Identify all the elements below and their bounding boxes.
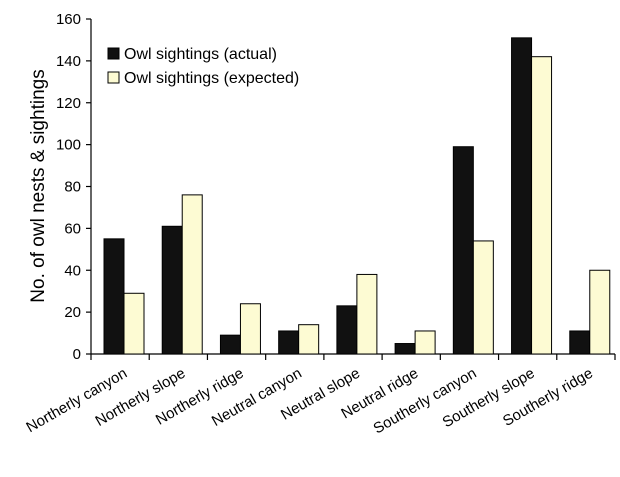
bar-expected [298, 324, 320, 355]
y-axis-title-group: No. of owl nests & sightings [28, 69, 49, 302]
y-tick-label: 120 [56, 95, 81, 112]
bar-expected [531, 56, 553, 355]
y-tick-label: 160 [56, 11, 81, 28]
legend-swatch [107, 47, 120, 60]
bar-expected [181, 194, 203, 355]
legend-label: Owl sightings (actual) [124, 46, 277, 63]
legend-swatch [107, 71, 120, 84]
bar-actual [569, 330, 591, 355]
bar-expected [123, 292, 145, 355]
y-tick-label: 20 [64, 304, 81, 321]
bar-actual [219, 334, 241, 355]
legend: Owl sightings (actual) Owl sightings (exp… [107, 46, 299, 87]
bar-actual [278, 330, 300, 355]
bar-expected [472, 240, 494, 355]
y-tick-label: 40 [64, 262, 81, 279]
bar-actual [452, 146, 474, 355]
bar-actual [103, 238, 125, 355]
x-category-label: Southerly canyon [371, 365, 480, 438]
x-category-label: Northerly canyon [23, 365, 130, 436]
legend-label: Owl sightings (expected) [124, 70, 299, 87]
bar-actual [394, 343, 416, 355]
bar-actual [336, 305, 358, 355]
bar-expected [589, 269, 611, 355]
y-tick-label: 140 [56, 53, 81, 70]
y-tick-label: 100 [56, 137, 81, 154]
bar-actual [511, 37, 533, 355]
bar-actual [161, 225, 183, 355]
bar-expected [356, 273, 378, 355]
y-tick-label: 60 [64, 220, 81, 237]
y-tick-label: 80 [64, 179, 81, 196]
bar-expected [414, 330, 436, 355]
bar-expected [239, 303, 261, 355]
y-tick-label: 0 [73, 346, 81, 363]
y-axis-title: No. of owl nests & sightings [28, 69, 49, 302]
